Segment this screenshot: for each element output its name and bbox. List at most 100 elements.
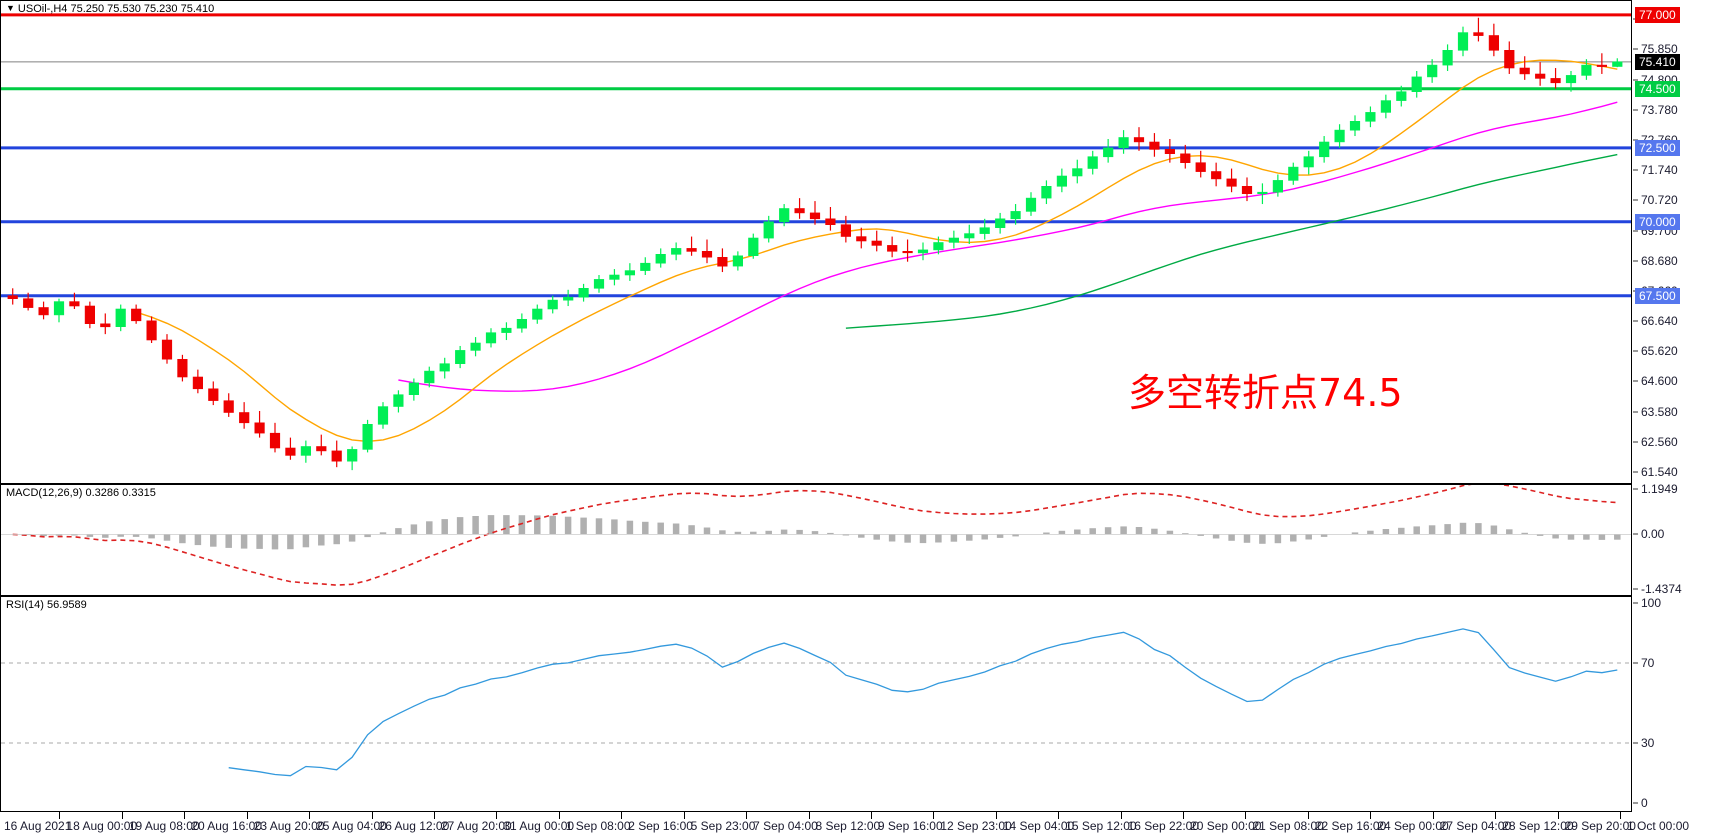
rsi-tick-label: 100 [1641,596,1662,610]
rsi-tick: 30 [1633,736,1655,750]
time-tick: 23 Aug 20:00 [246,812,325,833]
time-axis[interactable]: 16 Aug 2021 18 Aug 00:00 19 Aug 08:00 20 Au… [0,812,1731,840]
price-tick-label: 73.780 [1641,103,1678,118]
macd-tick-label: -1.4374 [1641,582,1682,596]
time-tick-label: 16 Aug 2021 [4,819,72,833]
price-tick: 66.640 [1633,314,1678,329]
price-level-badge[interactable]: 77.000 [1635,6,1680,23]
price-tick-label: 75.850 [1641,41,1678,56]
time-tick-label: 25 Aug 04:00 [316,819,387,833]
rsi-tick: 70 [1633,656,1655,670]
time-tick-label: 2 Sep 16:00 [628,819,693,833]
rsi-panel[interactable] [0,596,1632,812]
time-tick-label: 21 Sep 08:00 [1252,819,1324,833]
time-tick-label: 20 Sep 00:00 [1190,819,1262,833]
time-tick: 5 Sep 23:00 [683,812,756,833]
time-tick-label: 8 Sep 12:00 [815,819,881,833]
price-tick-label: 71.740 [1641,163,1678,178]
triangle-down-icon[interactable]: ▼ [6,3,15,13]
price-tick-label: 68.680 [1641,253,1678,268]
time-tick-label: 27 Aug 20:00 [440,819,512,833]
price-tick: 68.680 [1633,253,1678,268]
time-tick: 24 Sep 00:00 [1370,812,1449,833]
time-tick-label: 24 Sep 00:00 [1377,819,1449,833]
time-tick-label: 19 Aug 08:00 [128,819,200,833]
macd-tick: 0.00 [1633,527,1665,542]
macd-label: MACD(12,26,9) 0.3286 0.3315 [6,487,156,499]
rsi-tick: 100 [1633,596,1662,610]
time-tick-label: 15 Sep 12:00 [1065,819,1137,833]
price-tick: 70.720 [1633,193,1678,208]
time-tick: 16 Sep 22:00 [1120,812,1200,833]
time-tick: 27 Sep 04:00 [1432,812,1512,833]
time-tick: 20 Aug 16:00 [184,812,262,833]
time-tick-label: 29 Sep 20:00 [1564,819,1636,833]
time-tick: 21 Sep 08:00 [1245,812,1324,833]
time-tick-label: 16 Sep 22:00 [1127,819,1200,833]
price-tick-label: 64.600 [1641,374,1678,389]
price-tick: 64.600 [1633,374,1678,389]
macd-tick: -1.4374 [1633,582,1682,596]
macd-tick-label: 0.00 [1641,527,1665,542]
time-tick: 18 Aug 00:00 [59,812,138,833]
price-chart-label-text: USOil-,H4 75.250 75.530 75.230 75.410 [17,3,215,15]
time-tick-label: 7 Sep 04:00 [753,819,818,833]
price-level-badge[interactable]: 70.000 [1635,213,1680,230]
time-tick-label: 20 Aug 16:00 [191,819,262,833]
price-tick: 75.850 [1633,41,1678,56]
price-level-badge[interactable]: 75.410 [1635,53,1680,70]
price-level-badge[interactable]: 74.500 [1635,80,1680,97]
time-tick-label: 9 Sep 16:00 [877,819,943,833]
time-tick: 27 Aug 20:00 [433,812,512,833]
time-tick: 28 Sep 12:00 [1495,812,1574,833]
rsi-tick-label: 70 [1641,656,1655,670]
chart-annotation: 多空转折点74.5 [1128,371,1403,415]
time-tick-label: 12 Sep 23:00 [940,819,1012,833]
time-tick: 2 Sep 16:00 [621,812,693,833]
time-tick-label: 1 Sep 08:00 [565,819,631,833]
price-tick-label: 66.640 [1641,314,1678,329]
price-tick: 62.560 [1633,435,1678,449]
time-tick: 29 Sep 20:00 [1557,812,1636,833]
price-tick: 71.740 [1633,163,1678,178]
rsi-tick: 0 [1633,796,1648,810]
macd-tick-label: 1.1949 [1641,482,1678,496]
price-tick: 61.540 [1633,464,1678,479]
price-level-badge[interactable]: 67.500 [1635,287,1680,304]
time-tick: 26 Aug 12:00 [371,812,450,833]
price-tick-label: 70.720 [1641,193,1678,208]
time-tick-label: 14 Sep 04:00 [1002,819,1075,833]
time-tick-label: 28 Sep 12:00 [1502,819,1574,833]
price-tick-label: 65.620 [1641,344,1678,359]
price-axis-divider [1631,0,1632,840]
time-tick-label: 18 Aug 00:00 [66,819,138,833]
price-axis[interactable]: 76.87075.85074.80073.78072.76071.74070.7… [1631,0,1731,840]
macd-tick: 1.1949 [1633,482,1678,496]
time-tick: 9 Sep 16:00 [870,812,943,833]
time-tick: 20 Sep 00:00 [1183,812,1262,833]
time-tick: 14 Sep 04:00 [995,812,1075,833]
price-tick: 63.580 [1633,405,1678,419]
time-tick-label: 26 Aug 12:00 [378,819,450,833]
time-tick: 1 Oct 00:00 [1620,812,1690,833]
time-tick: 12 Sep 23:00 [933,812,1012,833]
time-tick-label: 31 Aug 00:00 [503,819,575,833]
price-chart-label: ▼ USOil-,H4 75.250 75.530 75.230 75.410 [6,3,214,15]
time-tick-label: 1 Oct 00:00 [1627,819,1690,833]
time-tick: 15 Sep 12:00 [1058,812,1137,833]
time-tick: 25 Aug 04:00 [309,812,387,833]
time-tick-label: 5 Sep 23:00 [690,819,756,833]
rsi-tick-label: 30 [1641,736,1655,750]
time-tick: 31 Aug 00:00 [496,812,575,833]
time-tick-label: 22 Sep 16:00 [1314,819,1387,833]
price-chart-panel[interactable] [0,0,1632,484]
time-tick-label: 23 Aug 20:00 [253,819,325,833]
time-tick-label: 27 Sep 04:00 [1439,819,1512,833]
time-tick: 1 Sep 08:00 [558,812,631,833]
macd-panel[interactable] [0,484,1632,596]
price-tick-label: 61.540 [1641,464,1678,479]
time-tick: 16 Aug 2021 [4,819,71,833]
rsi-tick-label: 0 [1641,796,1648,810]
price-level-badge[interactable]: 72.500 [1635,139,1680,156]
